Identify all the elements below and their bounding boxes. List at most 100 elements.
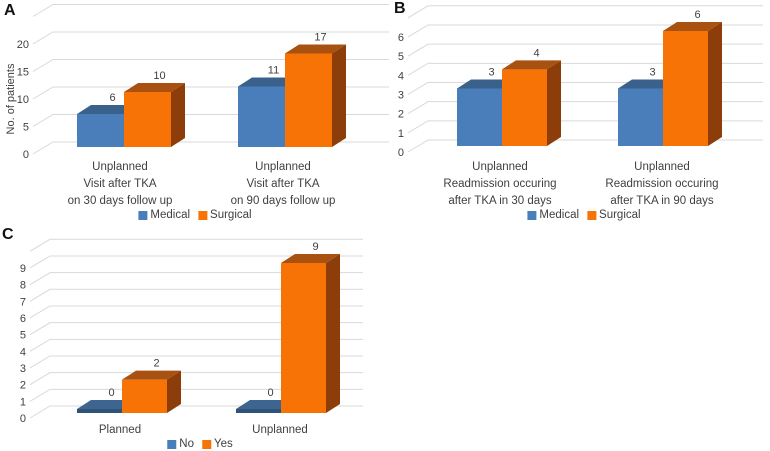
bar-front [124, 92, 171, 147]
legend-chart-c: No Yes [163, 438, 236, 450]
y-tick-label: 1 [20, 396, 26, 408]
legend-item: Yes [201, 438, 233, 450]
y-tick-label: 6 [20, 313, 26, 325]
gridline [29, 272, 363, 286]
y-tick-label: 3 [398, 89, 404, 101]
panel-letter-c: C [2, 226, 14, 243]
bar-top [618, 79, 677, 89]
bar-value-label: 11 [268, 65, 279, 77]
gridline [407, 43, 763, 57]
bar-value-label: 9 [312, 241, 318, 253]
legend-item: Medical [138, 209, 190, 221]
bar-top [77, 400, 136, 409]
category-label: on 30 days follow up [68, 195, 173, 207]
gridline [407, 5, 763, 19]
category-label: Unplanned [634, 161, 690, 173]
bar-top [663, 21, 722, 31]
bar-front [457, 88, 502, 146]
bar-top [238, 77, 299, 87]
legend-swatch-icon [527, 210, 537, 220]
legend-swatch-icon [198, 210, 208, 220]
y-tick-label: 15 [17, 67, 29, 79]
legend-swatch-icon [138, 210, 148, 220]
gridline [32, 31, 389, 45]
category-label: on 90 days follow up [231, 195, 336, 207]
panel-letter-b: B [394, 0, 406, 17]
y-tick-label: 3 [20, 363, 26, 375]
y-tick-label: 0 [23, 149, 29, 161]
gridline [29, 372, 363, 386]
bar-value-label: 17 [314, 32, 326, 44]
category-label: Unplanned [92, 161, 148, 173]
bar-front [663, 30, 708, 147]
y-tick-label: 1 [398, 128, 404, 140]
y-tick-label: 2 [20, 380, 26, 392]
category-label: Planned [99, 424, 141, 436]
bar-front [77, 114, 124, 147]
y-tick-label: 10 [17, 94, 29, 106]
bar-side [171, 83, 185, 147]
legend-swatch-icon [167, 439, 177, 449]
gridline [29, 305, 363, 319]
bar-front [77, 409, 122, 413]
bar-value-label: 6 [694, 9, 700, 21]
legend-chart-b: Medical Surgical [523, 209, 644, 221]
y-tick-label: 0 [398, 147, 404, 159]
legend-label: Medical [539, 209, 580, 221]
gridline [29, 388, 363, 402]
y-tick-label: 5 [20, 330, 26, 342]
bar-front [122, 379, 167, 413]
bar-front [238, 86, 285, 147]
bar-front [618, 88, 663, 146]
category-label: Readmission occuring [605, 178, 718, 190]
bar-top [502, 60, 561, 70]
gridline [29, 338, 363, 352]
gridline [29, 238, 363, 252]
bar-front [236, 409, 281, 413]
bar-value-label: 10 [153, 70, 165, 82]
gridline [407, 24, 763, 38]
legend-label: No [179, 438, 194, 450]
y-tick-label: 5 [23, 122, 29, 134]
bar-front [281, 262, 326, 413]
legend-item: No [167, 438, 194, 450]
gridline [29, 288, 363, 302]
category-label: Visit after TKA [246, 178, 319, 190]
y-tick-label: 8 [20, 280, 26, 292]
category-label: after TKA in 90 days [610, 195, 714, 207]
bar-top [122, 370, 181, 380]
bar-side [547, 60, 561, 146]
bar-top [285, 44, 346, 54]
legend-chart-a: Medical Surgical [134, 209, 255, 221]
gridline [32, 4, 389, 17]
bar-value-label: 4 [533, 47, 539, 59]
bar-front [502, 69, 547, 146]
bar-top [124, 83, 185, 92]
gridline [29, 255, 363, 269]
y-tick-label: 4 [398, 70, 404, 82]
bar-value-label: 0 [267, 387, 273, 399]
legend-label: Surgical [599, 209, 641, 221]
legend-swatch-icon [587, 210, 597, 220]
bar-value-label: 0 [108, 387, 114, 399]
bar-side [708, 21, 722, 147]
y-tick-label: 2 [398, 109, 404, 121]
bar-value-label: 3 [649, 66, 655, 78]
y-tick-label: 7 [20, 296, 26, 308]
bar-value-label: 6 [109, 92, 115, 104]
category-label: Unplanned [472, 161, 528, 173]
legend-label: Surgical [210, 209, 252, 221]
gridline [32, 59, 389, 72]
category-label: after TKA in 30 days [448, 195, 552, 207]
category-label: Unplanned [252, 424, 308, 436]
bar-top [281, 253, 340, 263]
panel-letter-a: A [4, 2, 16, 19]
y-tick-label: 20 [17, 39, 29, 51]
bar-side [326, 253, 340, 413]
legend-item: Medical [527, 209, 579, 221]
bar-top [77, 105, 138, 114]
y-tick-label: 0 [20, 413, 26, 425]
y-tick-label: 5 [398, 51, 404, 63]
